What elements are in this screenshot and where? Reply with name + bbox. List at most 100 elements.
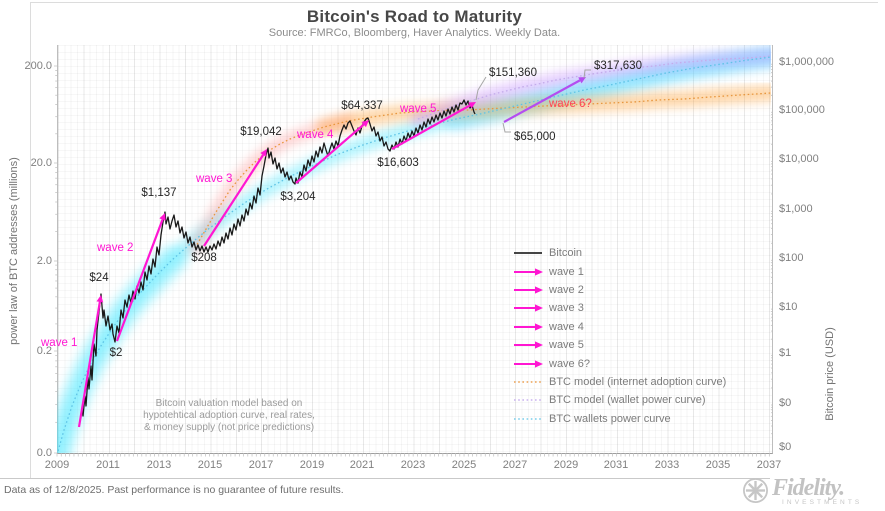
- wave-arrow-2: [115, 219, 164, 342]
- legend-swatch-dotted: [514, 418, 542, 420]
- right-axis-tick-5: $10: [779, 301, 798, 313]
- legend-swatch-arrow: [514, 341, 543, 349]
- legend-item-7: BTC model (internet adoption curve): [512, 373, 726, 391]
- wave-arrow-2-head: [159, 213, 166, 221]
- right-axis-tick-6: $1: [779, 347, 792, 359]
- wave-arrow-1: [77, 301, 101, 428]
- right-axis-tick-0: $1,000,000: [779, 56, 835, 68]
- axis-ticks: [54, 63, 773, 457]
- right-axis-tick-8: $0: [779, 441, 792, 453]
- wave-label-6: wave 6?: [548, 98, 592, 110]
- chart-title: Bitcoin's Road to Maturity: [306, 7, 523, 26]
- wave-arrow-1-head: [96, 295, 104, 303]
- fidelity-wordmark: Fidelity. INVESTMENTS: [772, 475, 863, 506]
- milestone-leader-8: [475, 76, 487, 101]
- wave-arrow-6: [503, 79, 581, 123]
- figure-left-border: [30, 2, 31, 478]
- plot-layers: [57, 45, 771, 453]
- milestone-label-10: $317,630: [594, 60, 642, 72]
- legend-item-9: BTC wallets power curve: [512, 410, 726, 428]
- legend-swatch-dotted: [514, 399, 542, 402]
- fidelity-period: .: [839, 475, 845, 501]
- left-axis-tick-20.0: 20.0: [30, 157, 52, 169]
- legend-label: wave 5: [549, 339, 584, 352]
- wave-label-4: wave 4: [296, 129, 334, 141]
- footer-divider: [0, 478, 770, 479]
- milestone-leader-10: [583, 69, 591, 79]
- chart-subtitle: Source: FMRCo, Bloomberg, Haver Analytic…: [268, 27, 561, 39]
- wave-arrow-3-head: [260, 149, 267, 157]
- x-axis-tick-2037: 2037: [756, 459, 782, 471]
- fidelity-name: Fidelity: [772, 475, 840, 501]
- fidelity-logo: Fidelity. INVESTMENTS: [742, 475, 863, 506]
- legend-swatch-arrow: [514, 286, 543, 294]
- legend-label: wave 3: [549, 302, 584, 315]
- wave-label-5: wave 5: [399, 103, 436, 115]
- right-axis-tick-3: $1,000: [779, 203, 813, 215]
- footer-disclaimer: Data as of 12/8/2025. Past performance i…: [4, 484, 344, 496]
- model-note-line1: Bitcoin valuation model based on: [155, 398, 303, 409]
- left-axis-tick-0.2: 0.2: [36, 345, 52, 357]
- legend-label: wave 1: [549, 265, 584, 278]
- legend-label: wave 6?: [549, 357, 590, 370]
- wave-arrow-5-head: [468, 102, 476, 109]
- milestone-label-5: $3,204: [280, 191, 316, 203]
- wave-label-1: wave 1: [40, 337, 77, 349]
- legend-item-4: wave 4: [512, 318, 726, 336]
- x-axis-tick-2029: 2029: [553, 459, 579, 471]
- wave-label-2: wave 2: [96, 242, 133, 254]
- legend-swatch-arrow: [514, 267, 543, 276]
- btc-wallets-power-curve: [57, 56, 771, 453]
- legend-swatch-arrow: [514, 359, 543, 368]
- x-axis-tick-2035: 2035: [705, 459, 731, 471]
- chart-legend: Bitcoin wave 1 wave 2 wave 3 wave 4 wave 5 wav…: [512, 244, 726, 428]
- legend-item-1: wave 1: [512, 262, 726, 280]
- fidelity-investments-label: INVESTMENTS: [782, 499, 863, 506]
- legend-label: BTC model (internet adoption curve): [549, 375, 727, 388]
- milestone-label-6: $64,337: [341, 100, 383, 112]
- x-axis-tick-2015: 2015: [197, 459, 223, 471]
- left-axis-tick-2.0: 2.0: [36, 255, 52, 267]
- legend-label: wave 4: [549, 320, 584, 333]
- left-axis-tick-200.0: 200.0: [24, 60, 52, 72]
- right-axis-tick-7: $0: [779, 397, 792, 409]
- x-axis-tick-2023: 2023: [400, 459, 426, 471]
- milestone-leader-9: [502, 122, 511, 133]
- wave-arrow-4-head: [361, 120, 369, 128]
- wave-arrow-5: [391, 104, 471, 150]
- legend-swatch-arrow: [514, 323, 543, 331]
- milestone-label-8: $151,360: [489, 67, 537, 79]
- model-glow-band-4: [316, 85, 771, 135]
- milestone-label-3: $208: [191, 252, 217, 264]
- x-axis-tick-2033: 2033: [654, 459, 680, 471]
- x-axis-tick-2013: 2013: [146, 459, 172, 471]
- bitcoin-price-line: [79, 99, 476, 422]
- legend-item-5: wave 5: [512, 336, 726, 354]
- x-axis-tick-2019: 2019: [299, 459, 325, 471]
- x-axis-tick-2031: 2031: [603, 459, 629, 471]
- legend-item-0: Bitcoin: [512, 244, 726, 262]
- model-note: Bitcoin valuation model based on hypoteh…: [118, 398, 340, 434]
- legend-swatch-line: [514, 252, 542, 255]
- model-note-line3: & money supply (not price predictions): [143, 422, 315, 433]
- model-note-line2: hypotehtical adoption curve, real rates,: [143, 410, 315, 421]
- milestone-label-2: $1,137: [141, 187, 176, 199]
- legend-item-3: wave 3: [512, 299, 726, 317]
- right-axis-tick-1: $100,000: [779, 104, 825, 116]
- legend-swatch-dotted: [514, 381, 542, 383]
- legend-label: BTC model (wallet power curve): [549, 394, 706, 407]
- milestone-label-9: $65,000: [514, 131, 556, 143]
- legend-item-6: wave 6?: [512, 354, 726, 372]
- x-axis-tick-2021: 2021: [349, 459, 375, 471]
- milestone-label-7: $16,603: [377, 157, 419, 169]
- legend-item-2: wave 2: [512, 281, 726, 299]
- x-axis-tick-2025: 2025: [451, 459, 477, 471]
- x-axis-tick-2011: 2011: [96, 459, 120, 471]
- left-axis-tick-0.0: 0.0: [36, 447, 52, 459]
- legend-label: Bitcoin: [549, 247, 583, 260]
- wave-arrow-4: [295, 123, 365, 184]
- figure-top-border: [30, 2, 878, 3]
- x-axis-tick-2017: 2017: [248, 459, 274, 471]
